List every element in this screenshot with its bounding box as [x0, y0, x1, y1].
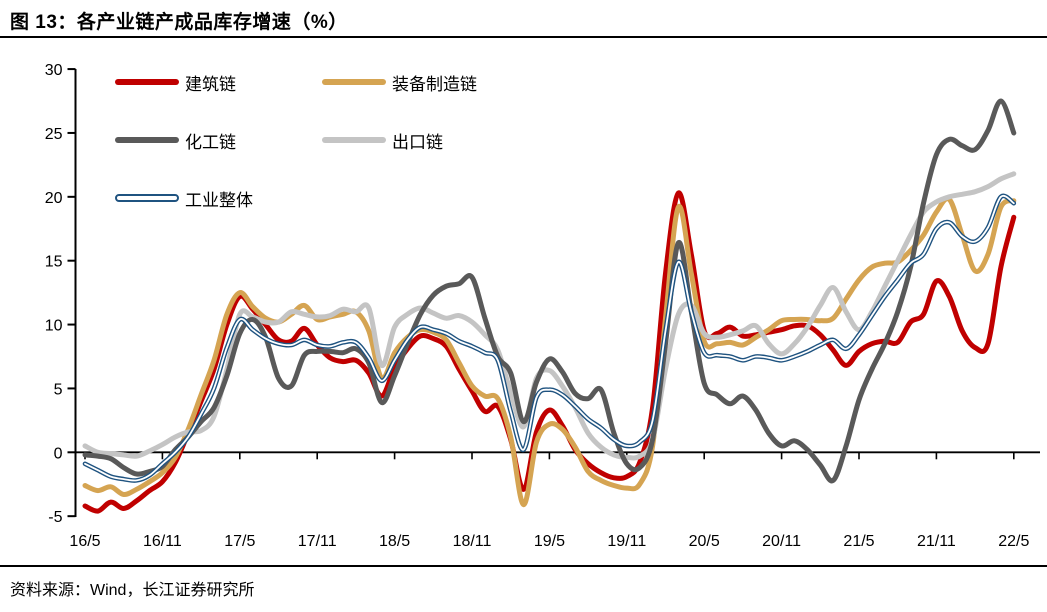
- x-axis-label: 16/5: [69, 533, 100, 550]
- legend-item-construction: 建筑链: [115, 72, 236, 94]
- title-underline: [0, 36, 1047, 38]
- legend-item-export: 出口链: [322, 130, 443, 152]
- legend-label: 建筑链: [185, 74, 236, 94]
- legend-item-industry-overall: 工业整体: [115, 188, 253, 210]
- x-axis-label: 21/11: [917, 533, 956, 550]
- x-axis-label: 17/11: [298, 533, 337, 550]
- y-axis-label: 25: [45, 126, 63, 143]
- y-axis-label: 5: [54, 381, 63, 398]
- x-axis-label: 18/5: [379, 533, 410, 550]
- export-line-swatch: [322, 137, 386, 143]
- series-line-0: [82, 190, 1017, 514]
- legend-label: 化工链: [185, 132, 236, 152]
- construction-line-swatch: [115, 79, 179, 85]
- source-note: 资料来源：Wind，长江证券研究所: [10, 582, 255, 599]
- x-axis-label: 20/5: [689, 533, 720, 550]
- series-line-2: [82, 98, 1017, 484]
- y-axis-label: 0: [54, 445, 63, 462]
- x-axis-label: 22/5: [998, 533, 1029, 550]
- series-line-1: [82, 196, 1017, 508]
- legend-item-chemical: 化工链: [115, 130, 236, 152]
- legend-item-equipment: 装备制造链: [322, 72, 477, 94]
- industry-overall-line-swatch: [115, 194, 179, 202]
- equipment-line-swatch: [322, 79, 386, 85]
- y-axis-label: 30: [45, 62, 63, 79]
- y-axis-label: -5: [48, 509, 62, 526]
- x-axis-label: 17/5: [224, 533, 255, 550]
- legend-label: 装备制造链: [392, 74, 477, 94]
- y-axis-label: 15: [45, 254, 63, 271]
- x-axis-label: 16/11: [143, 533, 182, 550]
- series-line-3: [82, 171, 1017, 461]
- series-line-4-core: [84, 194, 1015, 482]
- y-axis-label: 20: [45, 190, 63, 207]
- footer-rule: [0, 565, 1047, 567]
- y-axis-label: 10: [45, 318, 63, 335]
- chart-title: 图 13：各产业链产成品库存增速（%）: [10, 12, 348, 33]
- x-axis-label: 18/11: [453, 533, 492, 550]
- chemical-line-swatch: [115, 137, 179, 143]
- legend-label: 工业整体: [185, 190, 253, 210]
- legend-label: 出口链: [392, 132, 443, 152]
- x-axis-label: 20/11: [762, 533, 801, 550]
- x-axis-label: 21/5: [843, 533, 874, 550]
- x-axis-label: 19/5: [534, 533, 565, 550]
- x-axis-label: 19/11: [607, 533, 646, 550]
